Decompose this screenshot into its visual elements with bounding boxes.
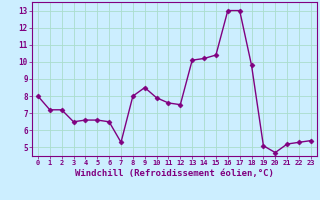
X-axis label: Windchill (Refroidissement éolien,°C): Windchill (Refroidissement éolien,°C) [75,169,274,178]
